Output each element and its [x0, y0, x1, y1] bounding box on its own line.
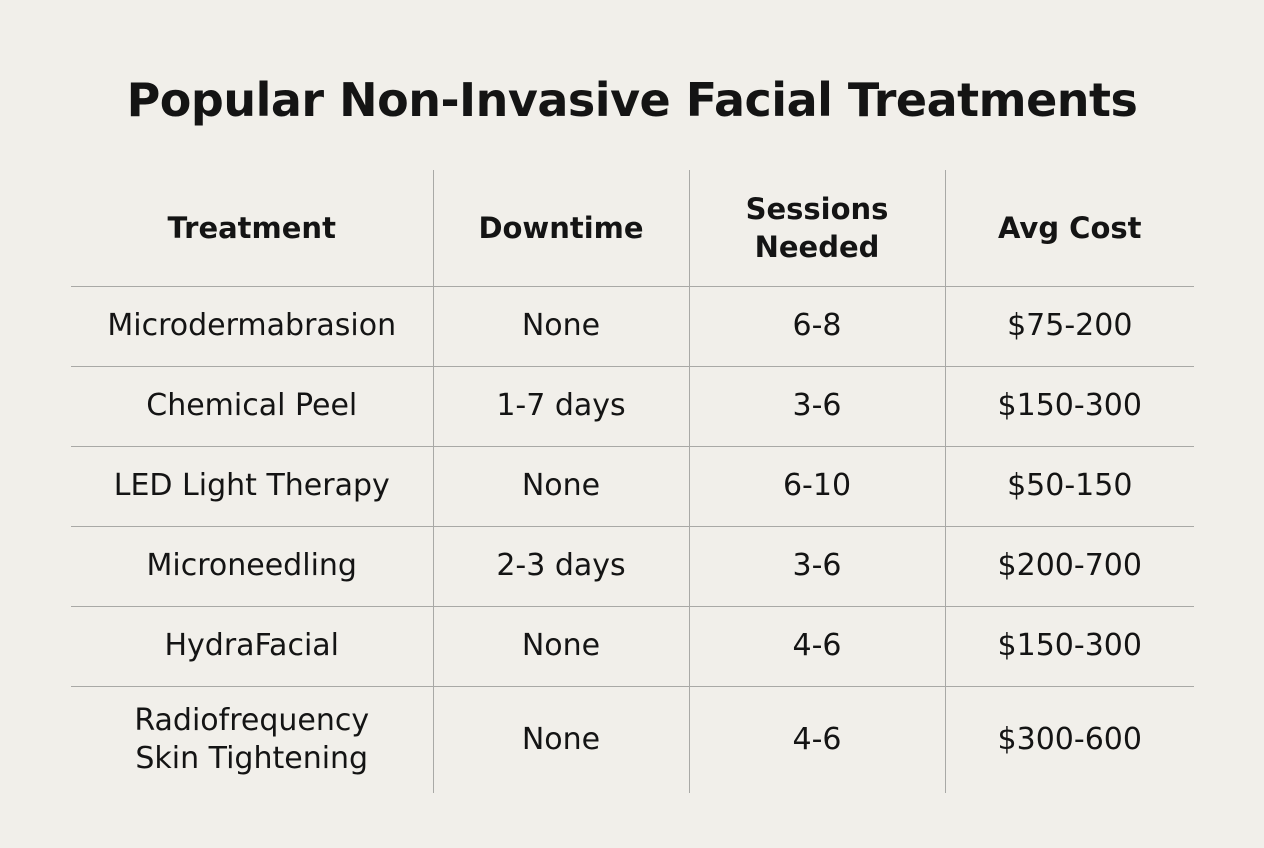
cell-value: 6-10 [782, 468, 852, 503]
table-body: Microdermabrasion None 6-8 $75-200 Chemical … [71, 286, 1194, 793]
cell-value: None [521, 721, 601, 757]
table-row: Radiofrequency Skin Tightening None 4-6 $300… [71, 686, 1194, 793]
table-row: HydraFacial None 4-6 $150-300 [71, 606, 1194, 687]
cell-value: $50-150 [1007, 468, 1133, 503]
column-header-sessions-needed: Sessions Needed [688, 170, 945, 287]
cell-value: 4-6 [792, 721, 842, 757]
cell-treatment: HydraFacial [71, 606, 433, 687]
table-row: LED Light Therapy None 6-10 $50-150 [71, 446, 1194, 527]
cell-avg-cost: $200-700 [944, 526, 1194, 607]
column-header-avg-cost: Avg Cost [944, 170, 1194, 287]
table-header: Treatment Downtime Sessions Needed Avg Cost [71, 170, 1194, 287]
cell-downtime: None [432, 286, 689, 367]
cell-value: LED Light Therapy [113, 468, 390, 503]
cell-treatment: Chemical Peel [71, 366, 433, 447]
cell-downtime: None [432, 446, 689, 527]
cell-value: $75-200 [1007, 308, 1133, 343]
cell-treatment: Radiofrequency Skin Tightening [71, 686, 433, 793]
cell-avg-cost: $75-200 [944, 286, 1194, 367]
cell-downtime: None [432, 606, 689, 687]
cell-value: 6-8 [792, 308, 842, 343]
cell-avg-cost: $150-300 [944, 366, 1194, 447]
page-title: Popular Non-Invasive Facial Treatments [126, 73, 1138, 127]
cell-sessions-needed: 3-6 [688, 526, 945, 607]
cell-value: $150-300 [997, 628, 1142, 663]
cell-value: $300-600 [997, 721, 1142, 757]
cell-downtime: 2-3 days [432, 526, 689, 607]
table-row: Microdermabrasion None 6-8 $75-200 [71, 286, 1194, 367]
cell-sessions-needed: 6-10 [688, 446, 945, 527]
cell-sessions-needed: 4-6 [688, 686, 945, 793]
cell-avg-cost: $150-300 [944, 606, 1194, 687]
header-row: Treatment Downtime Sessions Needed Avg Cost [71, 170, 1194, 287]
cell-value: 3-6 [792, 388, 842, 423]
cell-value: None [521, 628, 601, 663]
cell-avg-cost: $300-600 [944, 686, 1194, 793]
column-header-downtime: Downtime [432, 170, 689, 287]
cell-downtime: None [432, 686, 689, 793]
cell-value: Microdermabrasion [107, 308, 397, 343]
column-header-treatment: Treatment [71, 170, 433, 287]
cell-treatment: Microneedling [71, 526, 433, 607]
cell-value: 3-6 [792, 548, 842, 583]
table-row: Chemical Peel 1-7 days 3-6 $150-300 [71, 366, 1194, 447]
header-label: Downtime [478, 210, 644, 245]
header-label: Avg Cost [998, 210, 1142, 245]
cell-value: $150-300 [997, 388, 1142, 423]
cell-value: 2-3 days [496, 548, 626, 583]
cell-value: None [521, 308, 601, 343]
header-label: Sessions Needed [745, 191, 889, 264]
cell-sessions-needed: 4-6 [688, 606, 945, 687]
cell-value: $200-700 [997, 548, 1142, 583]
cell-value: Chemical Peel [146, 388, 358, 423]
cell-downtime: 1-7 days [432, 366, 689, 447]
treatments-table: Treatment Downtime Sessions Needed Avg Cost … [71, 170, 1194, 793]
header-label: Treatment [167, 210, 336, 245]
table-row: Microneedling 2-3 days 3-6 $200-700 [71, 526, 1194, 607]
cell-value: HydraFacial [164, 628, 339, 663]
cell-value: Radiofrequency Skin Tightening [134, 702, 370, 776]
cell-treatment: Microdermabrasion [71, 286, 433, 367]
cell-value: None [521, 468, 601, 503]
cell-sessions-needed: 6-8 [688, 286, 945, 367]
cell-sessions-needed: 3-6 [688, 366, 945, 447]
cell-treatment: LED Light Therapy [71, 446, 433, 527]
cell-value: Microneedling [146, 548, 357, 583]
cell-value: 1-7 days [496, 388, 626, 423]
cell-avg-cost: $50-150 [944, 446, 1194, 527]
cell-value: 4-6 [792, 628, 842, 663]
treatments-table-container: Treatment Downtime Sessions Needed Avg Cost … [71, 170, 1194, 793]
